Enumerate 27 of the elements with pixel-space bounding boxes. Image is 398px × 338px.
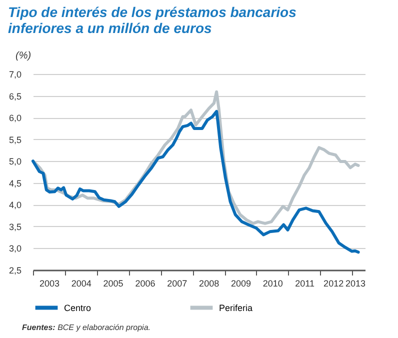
- x-tick-label: 2012: [324, 278, 344, 288]
- y-tick-label: 6,0: [8, 113, 22, 124]
- x-tick-label: 2008: [199, 278, 220, 288]
- y-tick-label: 2,5: [8, 266, 22, 276]
- chart-title: Tipo de interés de los préstamos bancarios inferiores a un millón de euros: [8, 4, 298, 36]
- x-tick-label: 2005: [103, 278, 124, 288]
- y-tick-label: 3,5: [8, 222, 22, 232]
- y-tick-label: 6,5: [8, 91, 22, 102]
- source-note: Fuentes: BCE y elaboración propia.: [22, 323, 152, 332]
- x-tick-label: 2009: [230, 278, 252, 288]
- x-tick-label: 2013: [345, 278, 366, 288]
- x-tick-label: 2006: [135, 278, 156, 288]
- y-tick-label: 5,0: [8, 156, 22, 167]
- y-tick-label: 4,5: [8, 178, 22, 188]
- x-tick-label: 2010: [262, 278, 283, 288]
- y-tick-label: 7,0: [8, 70, 22, 80]
- legend-label: Periferia: [219, 302, 253, 313]
- y-tick-label: 3,0: [8, 244, 22, 254]
- line-series: [32, 110, 360, 254]
- legend-label: Centro: [64, 302, 92, 313]
- y-axis-title: (%): [16, 50, 32, 62]
- y-tick-label: 4,0: [8, 200, 22, 210]
- x-tick-label: 2003: [39, 278, 60, 288]
- x-tick-label: 2004: [71, 278, 92, 288]
- x-tick-label: 2007: [167, 278, 188, 288]
- x-tick-label: 2011: [295, 278, 315, 288]
- y-tick-label: 5,5: [8, 134, 22, 145]
